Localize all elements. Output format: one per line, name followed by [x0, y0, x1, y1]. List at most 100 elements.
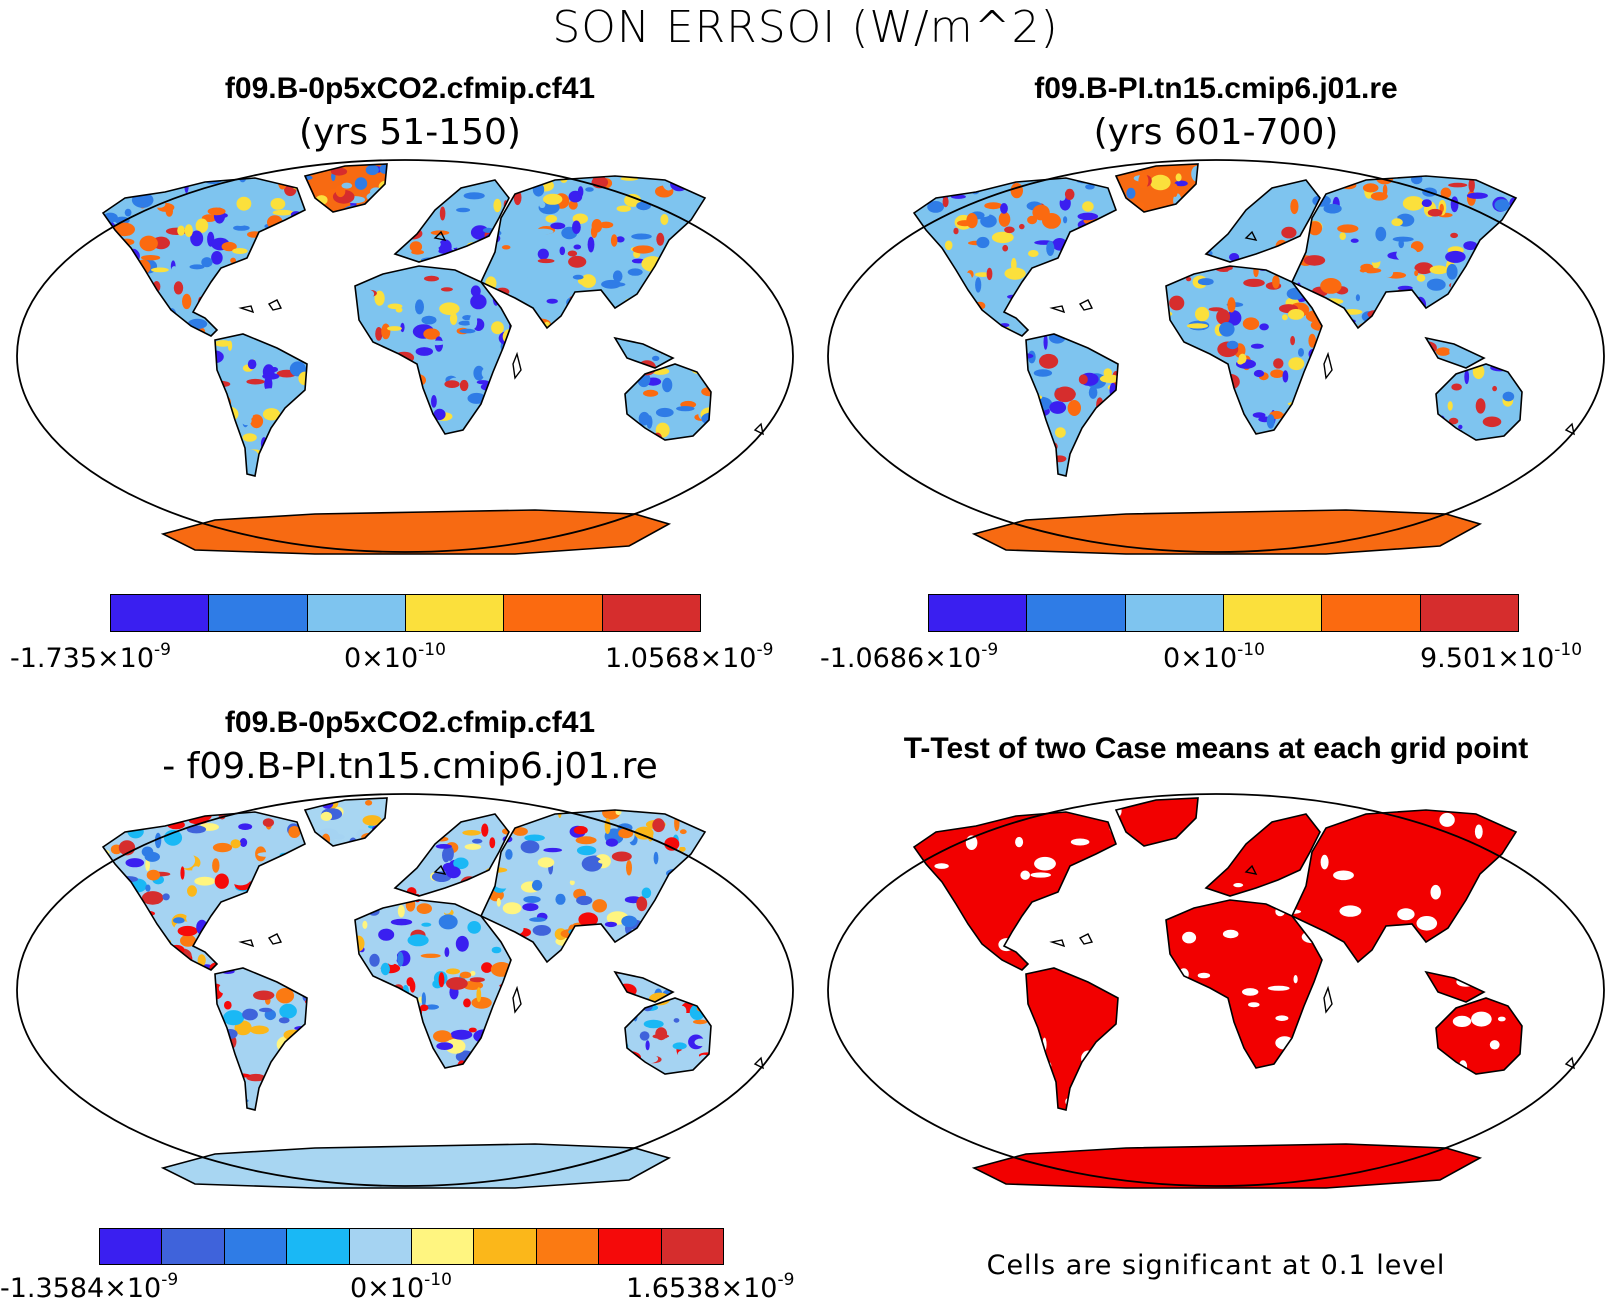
- panel-1-title: f09.B-0p5xCO2.cfmip.cf41: [224, 72, 596, 105]
- colorbar-swatch-6: [602, 595, 700, 631]
- coastline-north-america: [101, 811, 306, 971]
- land-south-america: [215, 968, 307, 1110]
- island-outline: [512, 351, 522, 380]
- panel-3-colorbar-min-label: -1.3584×10-9: [0, 1270, 179, 1304]
- island-outline: [1244, 864, 1258, 875]
- panel-1-colorbar-min-label: -1.735×10-9: [10, 640, 171, 674]
- colorbar-swatch-1: [929, 595, 1028, 631]
- figure-title: SON ERRSOI (W/m^2): [552, 2, 1059, 53]
- panel-3-colorbar: [99, 1228, 724, 1265]
- coastline-greenland: [303, 797, 388, 847]
- panel-3-subtitle: - f09.B-PI.tn15.cmip6.j01.re: [162, 746, 658, 787]
- coastline-southeast-asia: [613, 970, 675, 1003]
- panel-4-title: T-Test of two Case means at each grid po…: [903, 732, 1529, 765]
- land-southeast-asia: [615, 338, 673, 368]
- panel-2-colorbar-mid-label: 0×10-10: [1163, 640, 1265, 674]
- coastline-south-america: [214, 967, 308, 1111]
- panel-2-colorbar-max-label: 9.501×10-10: [1420, 640, 1583, 674]
- colorbar-swatch-4: [287, 1229, 350, 1264]
- panel-1-subtitle: (yrs 51-150): [299, 112, 521, 153]
- land-north-america: [914, 812, 1116, 970]
- colorbar-swatch-4: [1223, 595, 1323, 631]
- coastline-north-america: [912, 811, 1117, 971]
- panel-4-significance-note: Cells are significant at 0.1 level: [986, 1250, 1446, 1281]
- coastline-africa: [354, 265, 512, 435]
- coastline-greenland: [1114, 163, 1199, 213]
- island-outline: [753, 1056, 764, 1070]
- coastline-asia: [1290, 175, 1518, 330]
- panel-4-map: [827, 793, 1605, 1189]
- island-outline: [1323, 351, 1333, 380]
- coastline-north-america: [101, 177, 306, 337]
- panel-2-subtitle: (yrs 601-700): [1093, 112, 1339, 153]
- map-border: [827, 793, 1605, 1187]
- land-south-america: [215, 334, 307, 476]
- colorbar-swatch-3: [1125, 595, 1224, 631]
- island-outline: [267, 299, 283, 311]
- map-border: [16, 159, 794, 553]
- coastline-antarctica: [160, 509, 672, 555]
- colorbar-swatch-7: [474, 1229, 537, 1264]
- colorbar-swatch-5: [349, 1229, 413, 1264]
- panel-2-title: f09.B-PI.tn15.cmip6.j01.re: [1034, 72, 1398, 105]
- colorbar-swatch-8: [536, 1229, 600, 1264]
- coastline-asia: [479, 175, 707, 330]
- island-outline: [238, 939, 255, 948]
- colorbar-swatch-2: [1027, 595, 1126, 631]
- island-outline: [267, 933, 283, 945]
- panel-3-colorbar-max-label: 1.6538×10-9: [626, 1270, 795, 1304]
- coastline-greenland: [1114, 797, 1199, 847]
- colorbar-swatch-3: [307, 595, 406, 631]
- coastline-africa: [354, 899, 512, 1069]
- map-border: [16, 793, 794, 1187]
- colorbar-swatch-2: [209, 595, 308, 631]
- panel-1-colorbar: [110, 594, 701, 632]
- coastline-australia: [624, 997, 712, 1075]
- coastline-southeast-asia: [613, 336, 675, 369]
- coastline-africa: [1165, 899, 1323, 1069]
- colorbar-swatch-10: [661, 1229, 724, 1264]
- land-asia: [1292, 810, 1516, 962]
- land-south-america: [1026, 968, 1118, 1110]
- colorbar-swatch-1: [111, 595, 210, 631]
- land-north-america: [103, 812, 305, 970]
- coastline-africa: [1165, 265, 1323, 435]
- island-outline: [238, 305, 255, 314]
- coastline-australia: [1435, 363, 1523, 441]
- coastline-australia: [1435, 997, 1523, 1075]
- colorbar-swatch-5: [1322, 595, 1421, 631]
- colorbar-swatch-4: [405, 595, 505, 631]
- coastline-antarctica: [971, 509, 1483, 555]
- coastline-southeast-asia: [1424, 970, 1486, 1003]
- colorbar-swatch-5: [504, 595, 603, 631]
- land-greenland: [1116, 798, 1198, 846]
- land-europe: [395, 180, 509, 262]
- island-outline: [512, 985, 522, 1014]
- coastline-europe: [1204, 813, 1321, 897]
- coastline-north-america: [912, 177, 1117, 337]
- colorbar-swatch-2: [162, 1229, 225, 1264]
- colorbar-swatch-9: [599, 1229, 662, 1264]
- panel-1-map: [16, 159, 794, 555]
- coastline-south-america: [1025, 333, 1119, 477]
- panel-1-colorbar-mid-label: 0×10-10: [344, 640, 446, 674]
- island-outline: [1564, 1056, 1575, 1070]
- panel-3-title: f09.B-0p5xCO2.cfmip.cf41: [224, 706, 596, 739]
- coastline-asia: [1290, 809, 1518, 964]
- map-border: [827, 159, 1605, 553]
- land-africa: [1166, 900, 1322, 1068]
- panel-3-map: [16, 793, 794, 1189]
- coastline-southeast-asia: [1424, 336, 1486, 369]
- coastline-australia: [624, 363, 712, 441]
- panel-3-colorbar-mid-label: 0×10-10: [350, 1270, 452, 1304]
- land-southeast-asia: [1426, 972, 1484, 1002]
- island-outline: [1244, 230, 1258, 241]
- land-asia: [481, 176, 705, 328]
- coastline-antarctica: [160, 1143, 672, 1189]
- island-outline: [1049, 939, 1066, 948]
- colorbar-swatch-6: [412, 1229, 475, 1264]
- coastline-europe: [393, 179, 510, 263]
- island-outline: [753, 422, 764, 436]
- colorbar-swatch-1: [100, 1229, 163, 1264]
- colorbar-swatch-3: [224, 1229, 288, 1264]
